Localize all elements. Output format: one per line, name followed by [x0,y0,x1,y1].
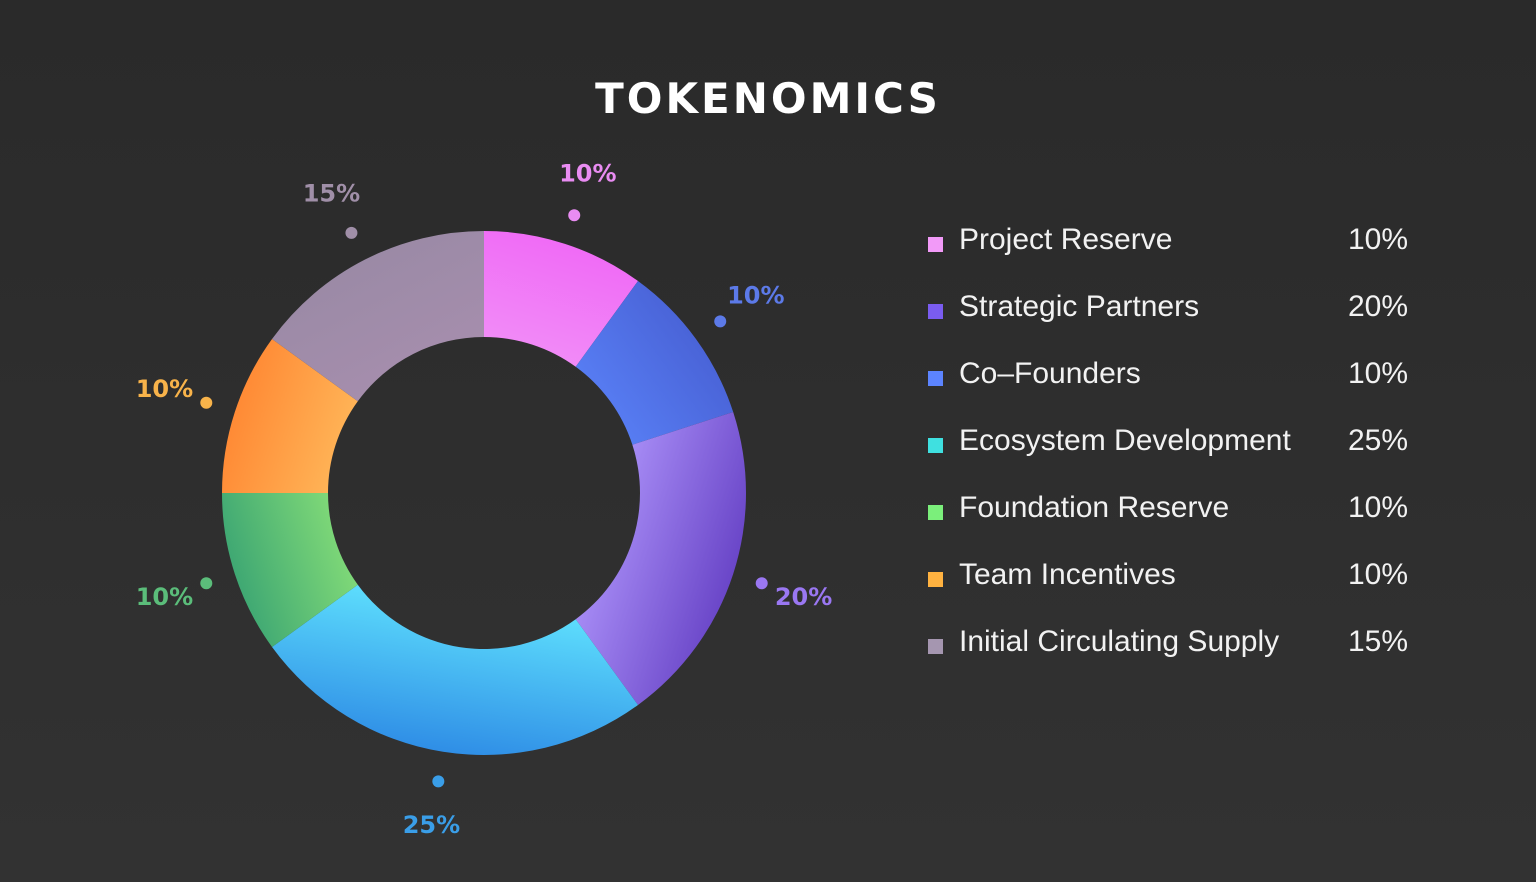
legend-item-foundation-reserve: Foundation Reserve 10% [926,486,1426,553]
slice-dot-co-founders [714,315,727,328]
legend-value: 20% [1348,290,1409,323]
legend-value: 10% [1348,558,1409,591]
slice-dot-project-reserve [568,209,581,222]
legend-swatch [928,639,943,654]
legend-label: Co–Founders [959,357,1141,390]
slice-co-founders [575,281,734,445]
slice-dot-strategic-partners [755,577,768,590]
legend-value: 10% [1348,491,1409,524]
legend-item-team-incentives: Team Incentives 10% [926,553,1426,620]
slice-dot-initial-circulating-supply [345,226,358,239]
legend-value: 10% [1348,223,1409,256]
slice-project-reserve [484,231,638,367]
legend-label: Ecosystem Development [959,424,1291,457]
legend-item-strategic-partners: Strategic Partners 20% [926,285,1426,352]
legend-item-ecosystem-development: Ecosystem Development 25% [926,419,1426,486]
slice-label-initial-circulating-supply: 15% [303,180,360,208]
slice-dot-team-incentives [200,396,213,409]
slice-team-incentives [222,339,358,493]
legend-label: Foundation Reserve [959,491,1230,524]
slice-label-team-incentives: 10% [136,375,193,403]
legend-swatch [928,371,943,386]
legend-label: Project Reserve [959,223,1173,256]
slice-label-strategic-partners: 20% [775,583,832,611]
legend-value: 10% [1348,357,1409,390]
slice-ecosystem-development [272,584,638,756]
slice-label-foundation-reserve: 10% [136,583,193,611]
legend-item-co-founders: Co–Founders 10% [926,352,1426,419]
slice-foundation-reserve [222,493,358,647]
slice-dot-foundation-reserve [200,577,213,590]
slice-label-project-reserve: 10% [559,159,616,187]
legend-swatch [928,438,943,453]
slice-initial-circulating-supply [272,231,484,402]
donut-chart: 10% 10% 20% 25% 10% 10% 15% [136,159,833,839]
legend-label: Strategic Partners [959,290,1200,323]
chart-legend: Project Reserve 10% Strategic Partners 2… [926,218,1426,687]
slice-label-co-founders: 10% [727,282,784,310]
legend-swatch [928,505,943,520]
legend-label: Team Incentives [959,558,1176,591]
slice-label-ecosystem-development: 25% [403,811,460,839]
legend-item-project-reserve: Project Reserve 10% [926,218,1426,285]
legend-label: Initial Circulating Supply [959,625,1280,658]
slice-strategic-partners [575,412,747,705]
legend-swatch [928,237,943,252]
chart-title: TOKENOMICS [595,74,941,123]
legend-swatch [928,304,943,319]
legend-value: 25% [1348,424,1409,457]
legend-swatch [928,572,943,587]
legend-value: 15% [1348,625,1409,658]
slice-dot-ecosystem-development [432,775,445,788]
legend-item-initial-circulating-supply: Initial Circulating Supply 15% [926,620,1426,687]
